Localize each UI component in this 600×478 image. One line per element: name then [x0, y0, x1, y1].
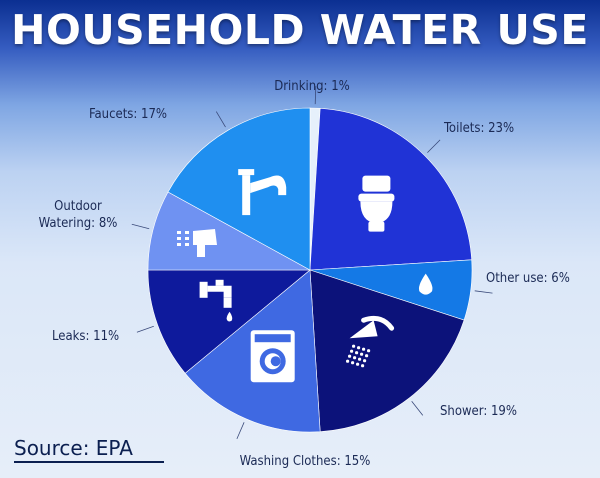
water-drop-icon — [418, 273, 433, 295]
shower-icon — [346, 315, 395, 368]
slice-label-faucets: Faucets: 17% — [89, 107, 167, 122]
leader-line-toilets — [427, 139, 441, 153]
pie-slice-faucets — [167, 107, 311, 271]
slice-label-toilets: Toilets: 23% — [443, 121, 514, 136]
slice-label-shower: Shower: 19% — [440, 404, 517, 419]
source-credit: Source: EPA — [14, 436, 133, 460]
hose-icon — [177, 229, 217, 257]
source-underline — [14, 461, 164, 463]
leader-line-leaks — [136, 325, 154, 333]
slice-label-drinking: Drinking: 1% — [274, 79, 350, 94]
leader-line-shower — [411, 400, 424, 416]
leader-line-other-use — [474, 290, 493, 294]
chart-title: HOUSEHOLD WATER USE — [11, 6, 589, 54]
slice-label-washing-clothes: Washing Clothes: 15% — [240, 454, 371, 469]
leader-line-faucets — [215, 111, 226, 128]
leader-line-outdoor-watering — [131, 223, 150, 230]
pie-slice-shower — [309, 269, 465, 432]
faucet-icon — [238, 169, 287, 216]
pie-slice-toilets — [309, 108, 472, 271]
leader-line-washing-clothes — [236, 422, 245, 440]
slice-label-leaks: Leaks: 11% — [52, 329, 119, 344]
pie-slice-leaks — [147, 269, 311, 374]
slice-label-other-use: Other use: 6% — [486, 271, 570, 286]
toilet-icon — [358, 175, 395, 232]
leaking-tap-icon — [199, 279, 233, 322]
leader-line-drinking — [314, 86, 317, 105]
slice-label-outdoor-watering: Outdoor Watering: 8% — [39, 199, 118, 231]
washing-machine-icon — [250, 330, 295, 383]
